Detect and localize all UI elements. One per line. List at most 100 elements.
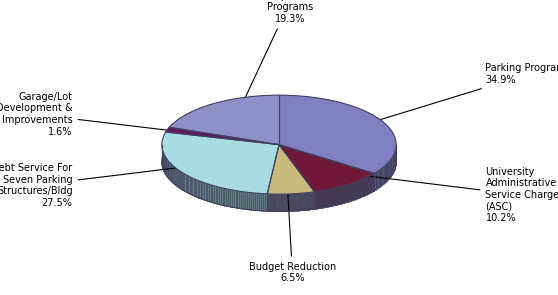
Polygon shape <box>188 176 190 194</box>
Polygon shape <box>357 181 358 199</box>
Polygon shape <box>182 173 183 190</box>
Polygon shape <box>377 171 378 189</box>
Polygon shape <box>193 178 194 196</box>
Polygon shape <box>338 187 339 204</box>
Polygon shape <box>385 165 386 183</box>
Polygon shape <box>267 145 315 194</box>
Polygon shape <box>391 158 392 176</box>
Polygon shape <box>354 182 355 200</box>
Polygon shape <box>232 190 234 207</box>
Polygon shape <box>195 179 196 197</box>
Polygon shape <box>317 191 318 209</box>
Polygon shape <box>324 190 325 207</box>
Polygon shape <box>177 169 178 187</box>
Polygon shape <box>210 185 212 202</box>
Polygon shape <box>279 95 396 173</box>
Polygon shape <box>162 132 279 194</box>
Polygon shape <box>265 194 267 211</box>
Polygon shape <box>384 166 385 184</box>
Polygon shape <box>224 189 226 206</box>
Text: Debt Service For
Seven Parking
Structures/Bldg
27.5%: Debt Service For Seven Parking Structure… <box>0 163 214 208</box>
Polygon shape <box>340 186 341 204</box>
Polygon shape <box>212 185 214 203</box>
Polygon shape <box>249 193 251 210</box>
Polygon shape <box>186 175 187 192</box>
Polygon shape <box>318 191 319 209</box>
Polygon shape <box>215 186 217 204</box>
Polygon shape <box>315 192 316 209</box>
Polygon shape <box>166 158 167 176</box>
Polygon shape <box>263 194 265 211</box>
Polygon shape <box>171 164 172 182</box>
Polygon shape <box>172 165 173 183</box>
Polygon shape <box>386 164 387 182</box>
Polygon shape <box>255 193 257 210</box>
Polygon shape <box>348 184 349 202</box>
Polygon shape <box>334 188 335 205</box>
Polygon shape <box>349 184 350 201</box>
Text: University
Administrative
Service Charge
(ASC)
10.2%: University Administrative Service Charge… <box>326 167 558 223</box>
Polygon shape <box>185 174 186 192</box>
Polygon shape <box>350 183 351 201</box>
Text: Budget Reduction
6.5%: Budget Reduction 6.5% <box>249 179 336 283</box>
Polygon shape <box>325 190 326 207</box>
Polygon shape <box>342 186 343 204</box>
Polygon shape <box>388 162 389 180</box>
Polygon shape <box>321 191 323 208</box>
Polygon shape <box>179 170 180 188</box>
Polygon shape <box>347 185 348 202</box>
Polygon shape <box>336 188 338 205</box>
Polygon shape <box>251 193 253 210</box>
Polygon shape <box>352 183 353 201</box>
Polygon shape <box>214 186 215 203</box>
Polygon shape <box>389 160 391 178</box>
Polygon shape <box>201 181 203 199</box>
Polygon shape <box>253 193 255 210</box>
Polygon shape <box>331 189 332 206</box>
Polygon shape <box>257 193 259 211</box>
Polygon shape <box>199 181 201 199</box>
Polygon shape <box>345 185 346 203</box>
Polygon shape <box>169 95 279 145</box>
Polygon shape <box>183 173 185 191</box>
Polygon shape <box>219 187 221 205</box>
Text: Alternative
Transportation
Programs
19.3%: Alternative Transportation Programs 19.3… <box>237 0 325 116</box>
Polygon shape <box>326 190 327 207</box>
Polygon shape <box>235 191 238 208</box>
Polygon shape <box>316 191 317 209</box>
Polygon shape <box>335 188 336 205</box>
Polygon shape <box>194 178 195 196</box>
Polygon shape <box>173 166 174 184</box>
Polygon shape <box>203 182 204 200</box>
Polygon shape <box>168 160 169 178</box>
Polygon shape <box>241 191 243 209</box>
Polygon shape <box>353 183 354 200</box>
Polygon shape <box>223 188 224 206</box>
Polygon shape <box>221 188 223 205</box>
Text: Garage/Lot
Development &
Improvements
1.6%: Garage/Lot Development & Improvements 1.… <box>0 92 204 137</box>
Polygon shape <box>175 167 176 185</box>
Polygon shape <box>333 188 334 206</box>
Polygon shape <box>228 189 230 207</box>
Polygon shape <box>176 168 177 186</box>
Polygon shape <box>330 189 331 206</box>
Polygon shape <box>356 182 357 199</box>
Polygon shape <box>187 175 188 193</box>
Polygon shape <box>328 189 329 207</box>
Polygon shape <box>238 191 239 208</box>
Polygon shape <box>392 157 393 175</box>
Polygon shape <box>169 162 170 180</box>
Polygon shape <box>207 184 209 201</box>
Polygon shape <box>323 190 324 208</box>
Polygon shape <box>180 171 181 189</box>
Polygon shape <box>198 180 199 198</box>
Polygon shape <box>351 183 352 201</box>
Polygon shape <box>174 166 175 184</box>
Polygon shape <box>204 183 206 200</box>
Polygon shape <box>209 184 210 202</box>
Polygon shape <box>230 190 232 207</box>
Polygon shape <box>181 172 182 190</box>
Polygon shape <box>245 192 247 209</box>
Polygon shape <box>259 194 261 211</box>
Text: Parking Programs
34.9%: Parking Programs 34.9% <box>349 63 558 129</box>
